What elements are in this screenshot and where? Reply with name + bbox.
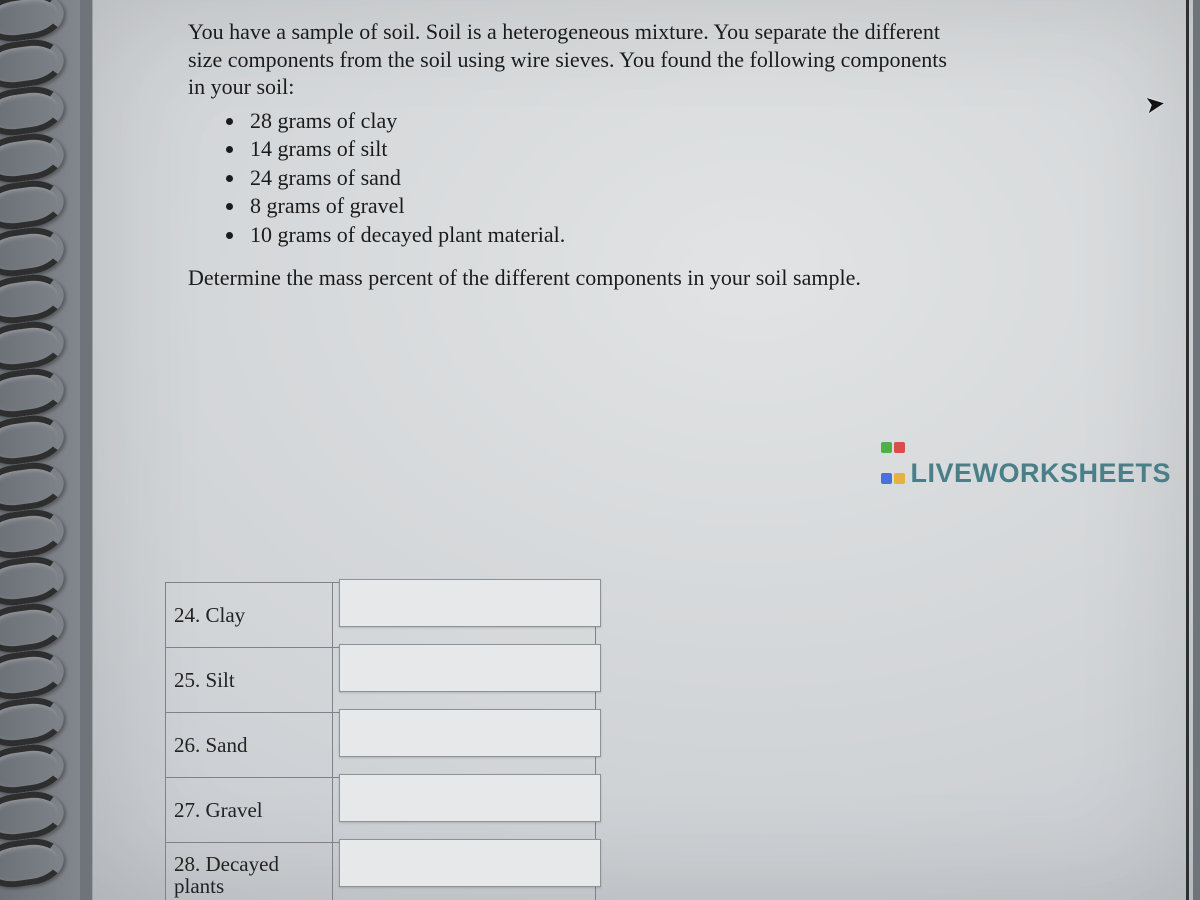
- binding-ring-icon: [0, 177, 67, 234]
- spiral-binding: [0, 0, 80, 900]
- binding-ring-icon: [0, 318, 67, 375]
- binding-ring-icon: [0, 553, 67, 610]
- brand-text: LIVEWORKSHEETS: [910, 458, 1171, 488]
- row-label-gravel: 27. Gravel: [166, 778, 333, 843]
- answer-cell: [333, 843, 596, 900]
- binding-ring-icon: [0, 36, 67, 93]
- table-row: 27. Gravel: [166, 778, 596, 843]
- answer-cell: [333, 713, 596, 778]
- answer-input-sand[interactable]: [339, 709, 601, 757]
- question-block: You have a sample of soil. Soil is a het…: [188, 18, 1148, 291]
- answer-input-decayed-plants[interactable]: [339, 839, 601, 887]
- binding-ring-icon: [0, 788, 67, 845]
- binding-ring-icon: [0, 130, 67, 187]
- table-row: 26. Sand: [166, 713, 596, 778]
- list-item: 10 grams of decayed plant material.: [246, 221, 1148, 250]
- answer-table: 24. Clay 25. Silt 26. Sand: [165, 582, 596, 900]
- binding-ring-icon: [0, 506, 67, 563]
- worksheet-page: You have a sample of soil. Soil is a het…: [92, 0, 1193, 900]
- components-list: 28 grams of clay 14 grams of silt 24 gra…: [188, 107, 1148, 250]
- screen-bezel: [1186, 0, 1189, 900]
- intro-text: You have a sample of soil. Soil is a het…: [188, 18, 1148, 101]
- list-item: 8 grams of gravel: [246, 192, 1148, 221]
- binding-ring-icon: [0, 694, 67, 751]
- task-prompt: Determine the mass percent of the differ…: [188, 265, 1148, 291]
- binding-ring-icon: [0, 459, 67, 516]
- answer-table-area: 24. Clay 25. Silt 26. Sand: [165, 582, 596, 900]
- row-label-sand: 26. Sand: [166, 713, 333, 778]
- binding-ring-icon: [0, 224, 67, 281]
- answer-cell: [333, 583, 596, 648]
- cursor-icon: ➤: [1143, 89, 1167, 121]
- screen: You have a sample of soil. Soil is a het…: [0, 0, 1200, 900]
- answer-input-silt[interactable]: [339, 644, 601, 692]
- binding-ring-icon: [0, 365, 67, 422]
- answer-input-clay[interactable]: [339, 579, 601, 627]
- list-item: 24 grams of sand: [246, 164, 1148, 193]
- intro-line-3: in your soil:: [188, 74, 294, 99]
- liveworksheets-brand: LIVEWORKSHEETS: [880, 430, 1171, 492]
- binding-ring-icon: [0, 741, 67, 798]
- intro-line-1: You have a sample of soil. Soil is a het…: [188, 19, 940, 44]
- row-label-clay: 24. Clay: [166, 583, 333, 648]
- answer-input-gravel[interactable]: [339, 774, 601, 822]
- brand-icon: [880, 430, 906, 492]
- intro-line-2: size components from the soil using wire…: [188, 47, 947, 72]
- binding-ring-icon: [0, 835, 67, 892]
- binding-ring-icon: [0, 600, 67, 657]
- answer-cell: [333, 778, 596, 843]
- table-row: 24. Clay: [166, 583, 596, 648]
- row-label-decayed-plants: 28. Decayed plants: [166, 843, 333, 900]
- binding-ring-icon: [0, 412, 67, 469]
- binding-ring-icon: [0, 647, 67, 704]
- table-row: 25. Silt: [166, 648, 596, 713]
- row-label-silt: 25. Silt: [166, 648, 333, 713]
- binding-ring-icon: [0, 83, 67, 140]
- table-row: 28. Decayed plants: [166, 843, 596, 900]
- answer-cell: [333, 648, 596, 713]
- list-item: 14 grams of silt: [246, 135, 1148, 164]
- binding-ring-icon: [0, 271, 67, 328]
- list-item: 28 grams of clay: [246, 107, 1148, 136]
